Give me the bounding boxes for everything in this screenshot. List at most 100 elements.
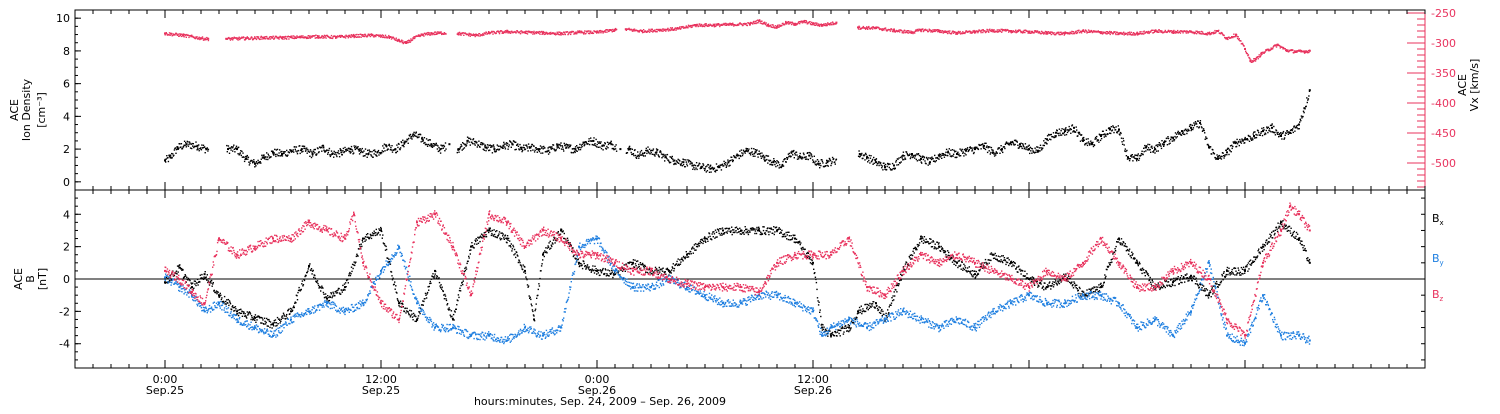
vx-series-sample xyxy=(1051,34,1052,35)
density-series-sample xyxy=(598,147,599,148)
density-series-sample xyxy=(759,151,760,152)
vx-series-sample xyxy=(867,29,868,30)
density-series-sample xyxy=(1157,144,1158,145)
density-series-sample xyxy=(640,151,641,152)
density-series-sample xyxy=(808,159,809,160)
density-series-sample xyxy=(615,144,616,145)
density-series-sample xyxy=(1283,131,1284,132)
density-series-sample xyxy=(673,160,674,161)
bx-series-point xyxy=(191,286,193,288)
density-series-sample xyxy=(486,148,487,149)
vx-series-sample xyxy=(687,27,688,28)
vx-series-sample xyxy=(410,41,411,42)
density-series-sample xyxy=(351,149,352,150)
density-series-sample xyxy=(1243,139,1244,140)
bx-series-sample xyxy=(359,246,360,247)
density-series-sample xyxy=(1219,155,1220,156)
bx-series-sample xyxy=(365,236,366,237)
density-series-point xyxy=(884,166,886,168)
bx-series-sample xyxy=(406,308,407,309)
density-series-sample xyxy=(1150,152,1151,153)
density-series-sample xyxy=(702,166,703,167)
density-series-sample xyxy=(1001,150,1002,151)
bx-series-sample xyxy=(426,293,427,294)
density-series-sample xyxy=(195,141,196,142)
bx-series-sample xyxy=(332,295,333,296)
density-series-sample xyxy=(390,147,391,148)
density-series-sample xyxy=(745,152,746,153)
density-series-sample xyxy=(1032,150,1033,151)
density-series-sample xyxy=(926,158,927,159)
bx-series-sample xyxy=(466,268,467,269)
density-series-sample xyxy=(966,149,967,150)
density-series-sample xyxy=(818,161,819,162)
density-series-sample xyxy=(1263,127,1264,128)
vx-series-sample xyxy=(752,23,753,24)
density-series-sample xyxy=(1094,145,1095,146)
density-series-sample xyxy=(266,159,267,160)
vx-series-sample xyxy=(1209,32,1210,33)
bx-series-point xyxy=(794,238,796,240)
density-series-sample xyxy=(579,144,580,145)
vx-series-sample xyxy=(1186,32,1187,33)
vx-series-sample xyxy=(468,35,469,36)
vx-series-sample xyxy=(542,33,543,34)
bx-series-sample xyxy=(342,291,343,292)
density-series-sample xyxy=(1239,145,1240,146)
bx-series-sample xyxy=(395,285,396,286)
bx-series-sample xyxy=(347,279,348,280)
density-series-sample xyxy=(1294,125,1295,126)
density-series-sample xyxy=(1057,130,1058,131)
vx-series-sample xyxy=(261,38,262,39)
density-series-sample xyxy=(1025,143,1026,144)
vx-series-sample xyxy=(1024,32,1025,33)
density-series-sample xyxy=(392,151,393,152)
density-series-sample xyxy=(1277,132,1278,133)
vx-series-sample xyxy=(1136,33,1137,34)
density-series-sample xyxy=(374,153,375,154)
bottom-left-ylabel-line: [nT] xyxy=(36,268,49,290)
density-series-sample xyxy=(990,152,991,153)
density-series-sample xyxy=(260,161,261,162)
bx-series-sample xyxy=(310,270,311,271)
bx-series-sample xyxy=(277,317,278,318)
density-series-sample xyxy=(672,156,673,157)
density-series-sample xyxy=(1046,143,1047,144)
vx-series-sample xyxy=(768,23,769,24)
density-series-sample xyxy=(866,158,867,159)
vx-series-sample xyxy=(165,34,166,35)
density-series-sample xyxy=(829,159,830,160)
density-series-sample xyxy=(370,154,371,155)
density-series-sample xyxy=(784,158,785,159)
density-series-sample xyxy=(753,148,754,149)
density-series-sample xyxy=(704,170,705,171)
bx-series-sample xyxy=(280,321,281,322)
density-series-sample xyxy=(246,156,247,157)
density-series-sample xyxy=(723,165,724,166)
bx-series-sample xyxy=(217,292,218,293)
vx-series-sample xyxy=(1287,49,1288,50)
density-series-sample xyxy=(1254,131,1255,132)
bx-series-sample xyxy=(254,316,255,317)
density-series-sample xyxy=(793,150,794,151)
density-series-sample xyxy=(1308,98,1309,99)
density-series-sample xyxy=(244,159,245,160)
bx-series-sample xyxy=(199,281,200,282)
density-series-sample xyxy=(1193,127,1194,128)
density-series-sample xyxy=(997,152,998,153)
bx-series-sample xyxy=(315,278,316,279)
bx-series-sample xyxy=(440,287,441,288)
density-series-sample xyxy=(1250,137,1251,138)
density-series-sample xyxy=(556,149,557,150)
vx-series-sample xyxy=(1242,44,1243,45)
density-series-sample xyxy=(627,148,628,149)
density-series-sample xyxy=(1175,132,1176,133)
bx-series-sample xyxy=(333,293,334,294)
density-series-sample xyxy=(527,150,528,151)
bx-series-sample xyxy=(232,305,233,306)
bx-series-sample xyxy=(350,275,351,276)
density-series-sample xyxy=(284,151,285,152)
bx-series-sample xyxy=(348,275,349,276)
vx-series-sample xyxy=(964,33,965,34)
density-series-sample xyxy=(1169,140,1170,141)
